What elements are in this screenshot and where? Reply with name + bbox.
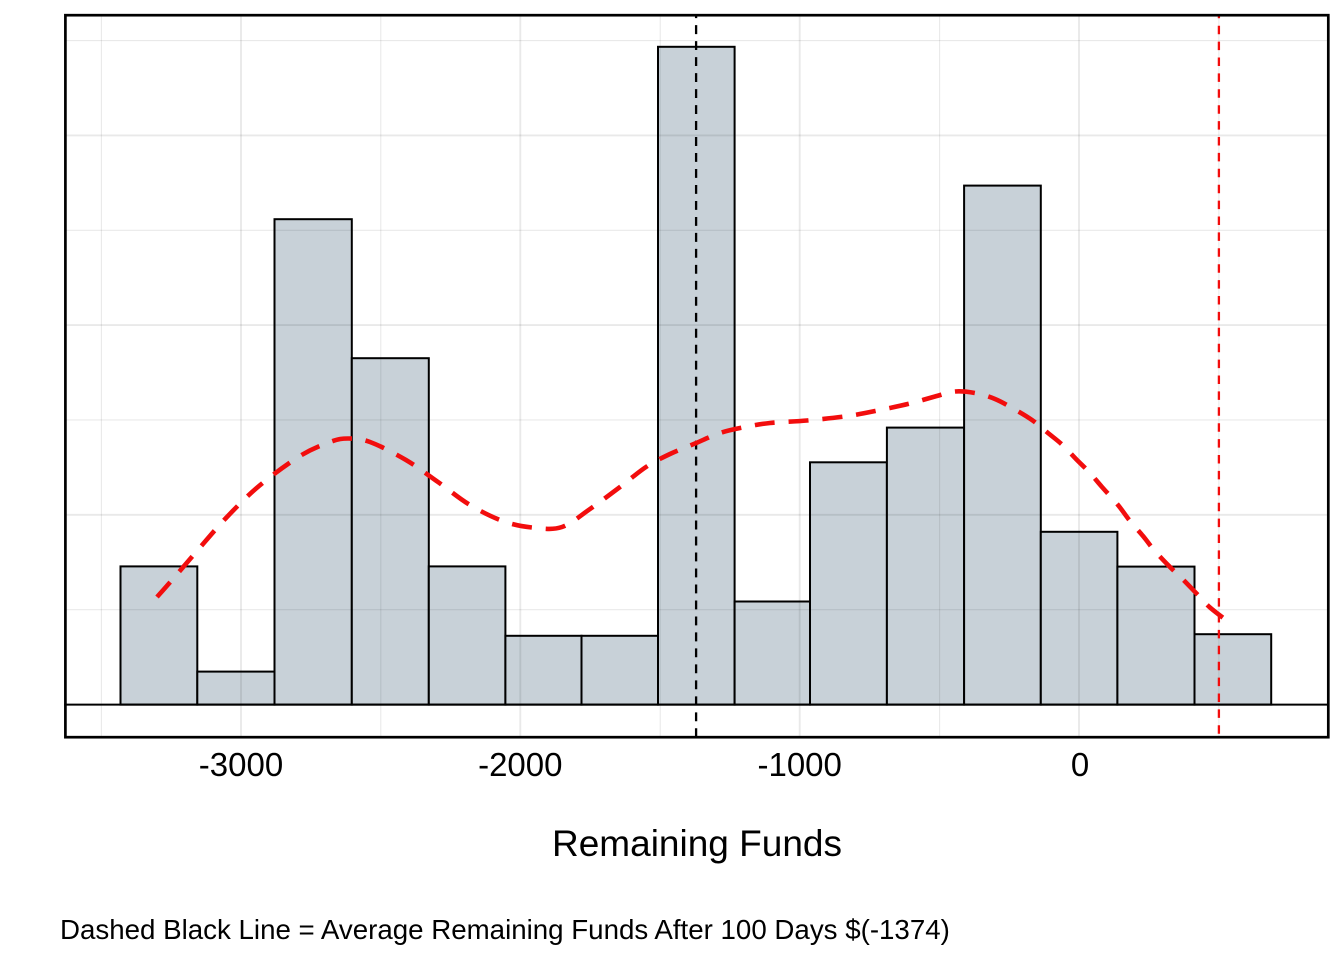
svg-text:0: 0 [1071, 746, 1089, 783]
svg-text:-3000: -3000 [199, 746, 283, 783]
svg-text:-1000: -1000 [757, 746, 841, 783]
svg-text:Remaining Funds: Remaining Funds [552, 823, 842, 864]
svg-text:-2000: -2000 [478, 746, 562, 783]
svg-text:Dashed Black Line = Average Re: Dashed Black Line = Average Remaining Fu… [60, 914, 950, 945]
